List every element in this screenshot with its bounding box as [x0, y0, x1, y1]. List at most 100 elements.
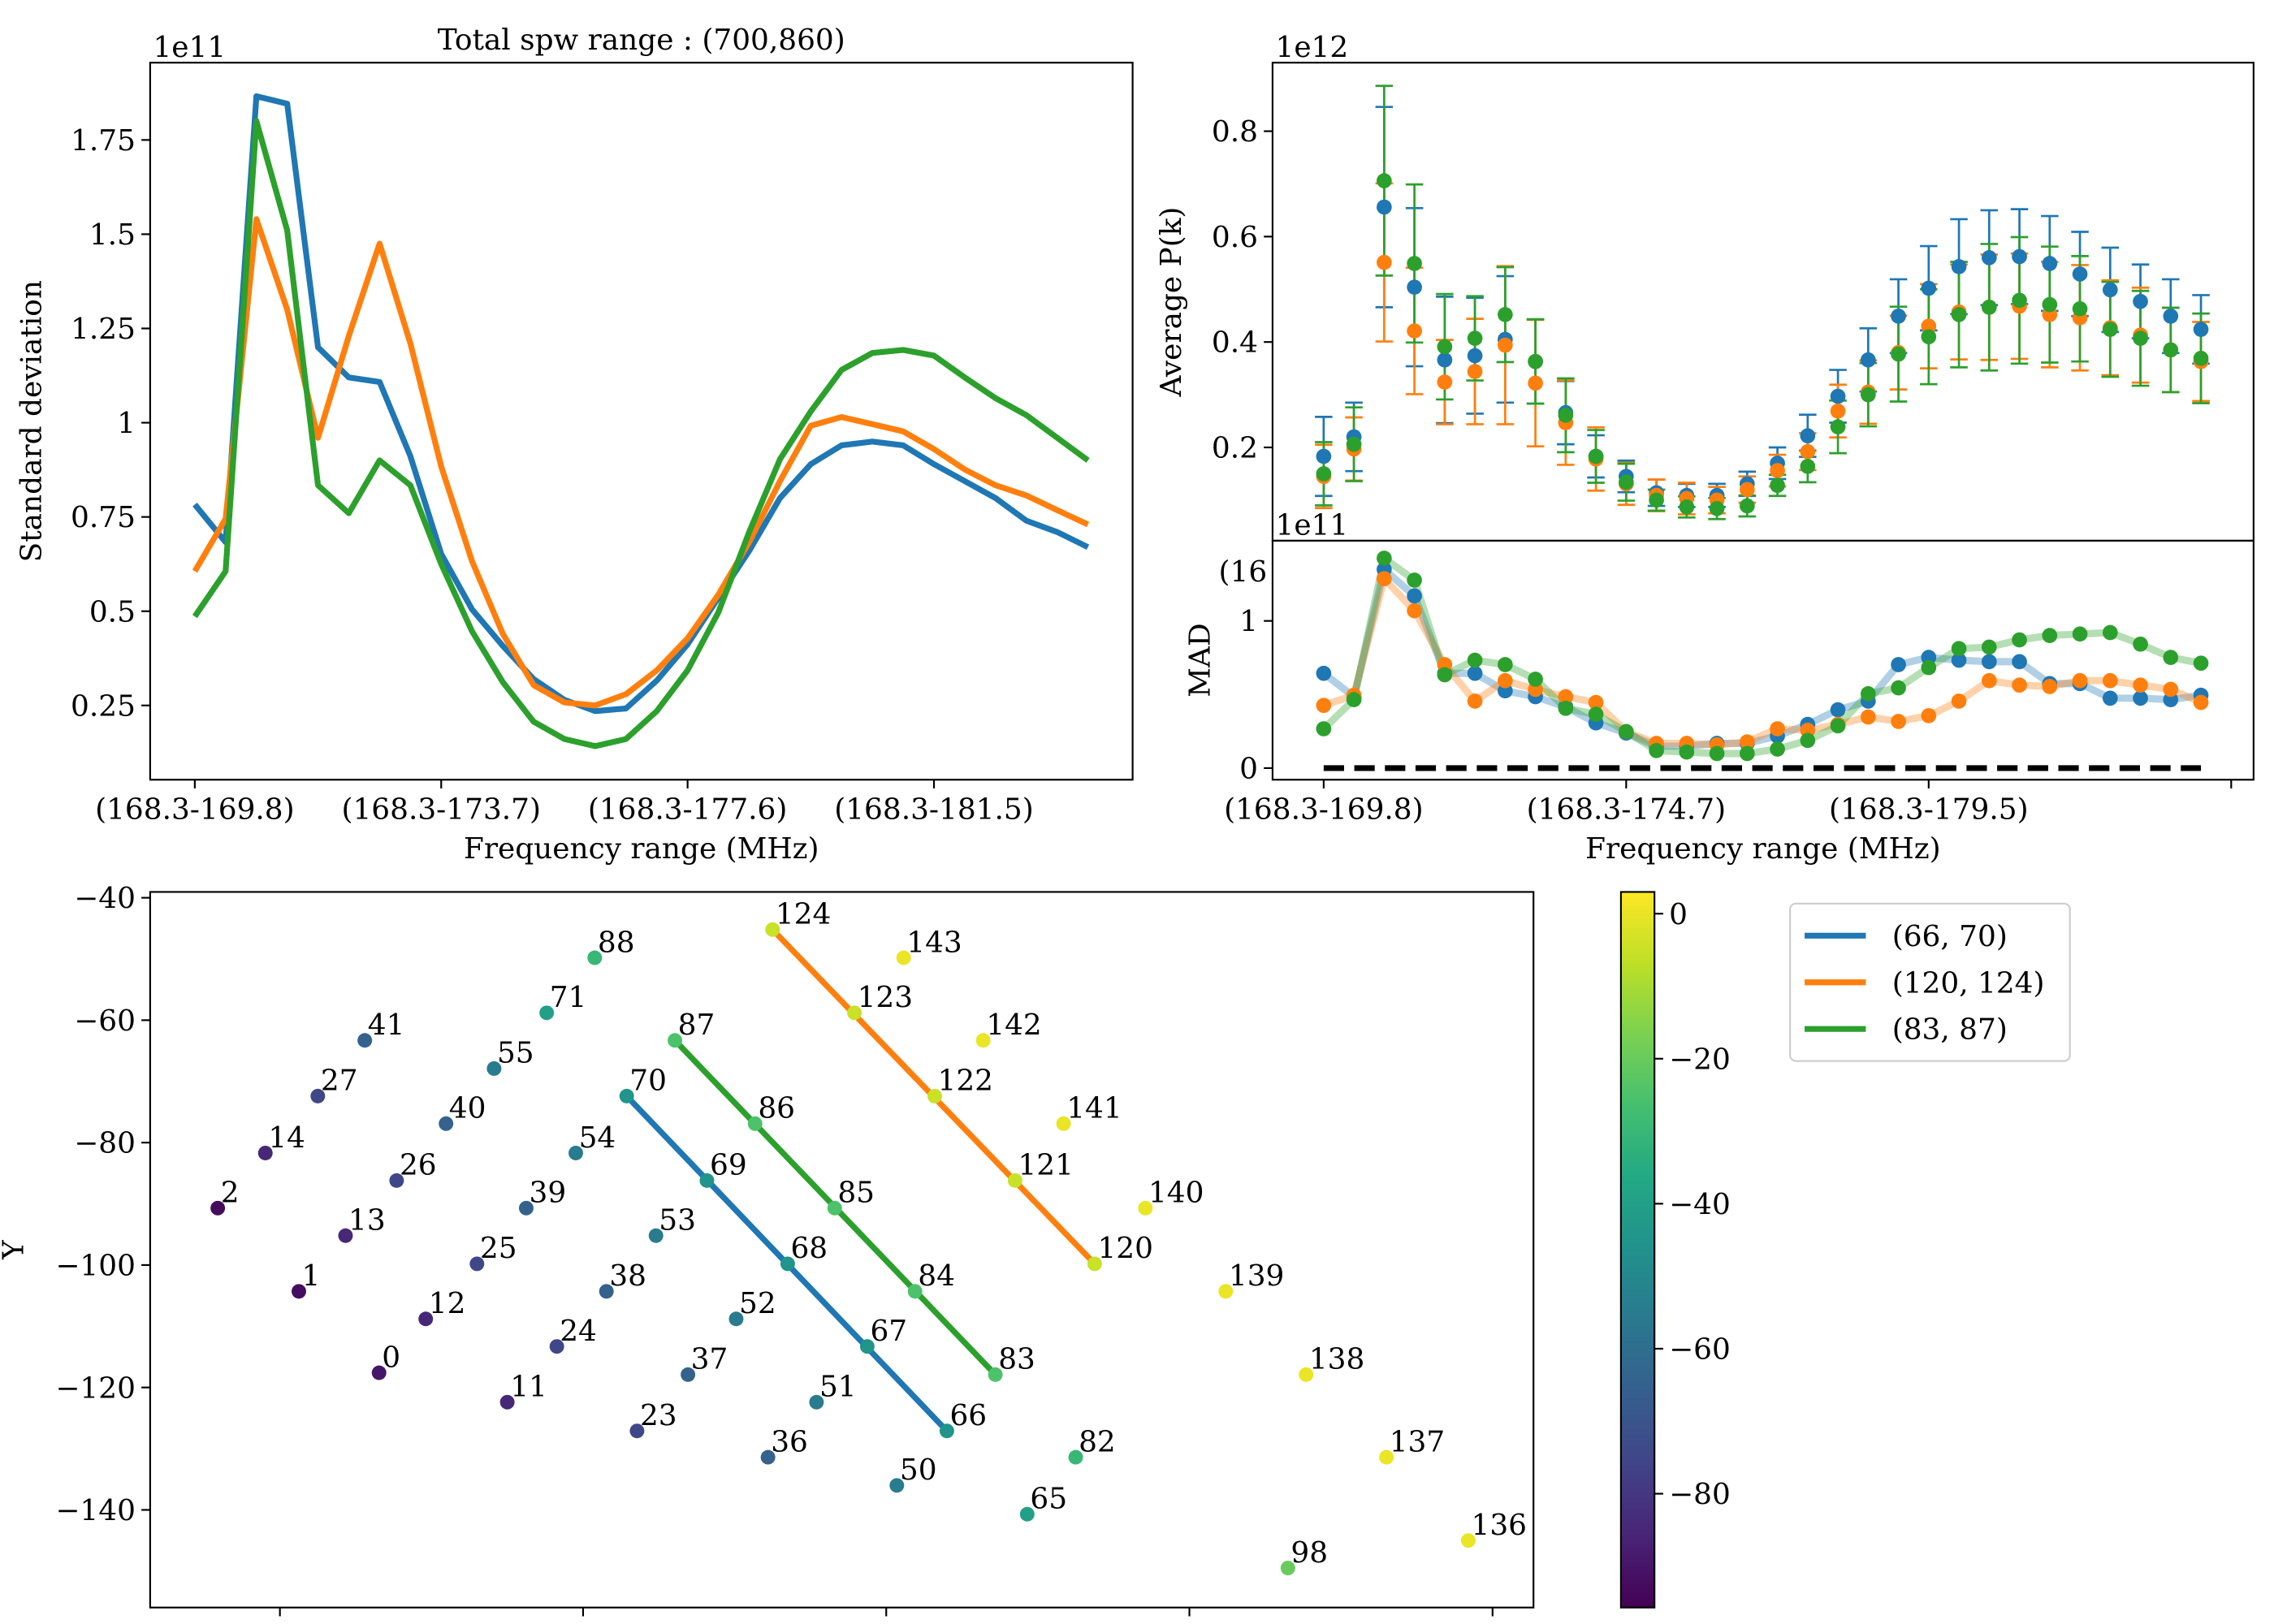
antenna-point — [257, 1145, 273, 1160]
x-tick-label: (168.3-173.7) — [341, 793, 541, 827]
y-tick-label: 0 — [1239, 752, 1258, 785]
panel: 0.2 0.4 0.6 0.8 1e12 Average P(k) — [1155, 31, 2255, 542]
colorbar-tick-label: −60 — [1669, 1333, 1731, 1367]
marker — [1467, 652, 1483, 668]
antenna-label: 83 — [998, 1343, 1035, 1376]
colorbar-tick-label: −80 — [1669, 1478, 1731, 1511]
antenna-label: 121 — [1018, 1149, 1073, 1182]
antenna-point — [765, 922, 780, 937]
antenna-label: 1 — [302, 1259, 321, 1293]
x-tick-label: 0 — [574, 1621, 593, 1624]
antenna-label: 71 — [550, 981, 587, 1014]
series-line — [1321, 554, 2202, 758]
marker — [1981, 654, 1997, 670]
marker — [1891, 346, 1906, 362]
antenna-point — [518, 1200, 534, 1216]
antenna-point — [338, 1228, 353, 1243]
marker — [2042, 628, 2058, 643]
antenna-label: 38 — [609, 1259, 646, 1293]
antenna-label: 52 — [739, 1287, 776, 1320]
marker — [1437, 339, 1453, 355]
antenna-label: 138 — [1309, 1343, 1364, 1376]
antenna-point — [599, 1284, 614, 1299]
antenna-point — [827, 1200, 842, 1216]
x-tick-label: (168.3-177.6) — [588, 793, 788, 827]
antenna-point — [681, 1367, 696, 1382]
marker — [2072, 672, 2088, 689]
axes-frame — [149, 891, 1535, 1609]
y-axis-label: Y — [0, 1240, 31, 1260]
antenna-point — [549, 1339, 564, 1354]
marker — [1467, 693, 1483, 709]
antenna-label: 41 — [368, 1009, 405, 1042]
x-tick-label: (168.3-181.5) — [834, 793, 1034, 827]
marker — [1921, 318, 1937, 335]
antenna-point — [389, 1173, 404, 1188]
x-tick-label: 20 — [867, 1621, 905, 1624]
y-tick-label: −100 — [55, 1249, 136, 1282]
antenna-label: 67 — [870, 1315, 907, 1348]
offset-text: 1e12 — [1276, 31, 1349, 64]
marker — [2042, 296, 2058, 313]
panel: −40 −60 −80 −100 −120 −140 −20 0 20 40 60 Y 2 1 0 14 13 1… — [0, 882, 2071, 1624]
antenna-label: 37 — [691, 1343, 728, 1376]
marker — [1860, 352, 1876, 368]
marker — [1407, 256, 1422, 271]
marker — [1558, 689, 1574, 705]
antenna-point — [1007, 1173, 1022, 1188]
antenna-point — [760, 1449, 776, 1465]
antenna-point — [1299, 1367, 1314, 1382]
marker — [1316, 448, 1332, 464]
marker — [2133, 293, 2148, 309]
marker — [1951, 652, 1967, 668]
marker — [1770, 463, 1785, 478]
marker — [2102, 322, 2118, 337]
marker — [1377, 254, 1392, 270]
legend-box — [1789, 902, 2071, 1062]
marker — [1467, 665, 1483, 681]
marker — [1891, 714, 1906, 729]
antenna-label: 11 — [510, 1371, 547, 1404]
marker — [1891, 680, 1906, 696]
marker — [1770, 741, 1785, 757]
marker — [1679, 744, 1695, 760]
antenna-point — [539, 1005, 555, 1021]
antenna-point — [1218, 1284, 1234, 1299]
antenna-point — [1280, 1561, 1295, 1576]
marker — [1860, 709, 1876, 725]
antenna-point — [1068, 1449, 1083, 1465]
offset-text: 1e11 — [153, 31, 226, 64]
antenna-label: 12 — [429, 1287, 466, 1320]
y-tick-label: 1.75 — [71, 124, 136, 158]
antenna-label: 87 — [678, 1009, 715, 1042]
x-tick-label: (168.3-169.8) — [1224, 793, 1424, 827]
marker — [1800, 428, 1816, 444]
x-tick-label: −20 — [249, 1621, 311, 1624]
marker — [1830, 388, 1846, 404]
marker — [1437, 667, 1453, 683]
marker — [1498, 672, 1513, 689]
marker — [2133, 690, 2148, 706]
marker — [2163, 309, 2179, 324]
antenna-point — [1019, 1506, 1035, 1522]
antenna-point — [292, 1284, 306, 1299]
antenna-point — [859, 1339, 875, 1354]
marker — [1588, 448, 1604, 464]
y-tick-label: 0.2 — [1212, 432, 1258, 465]
antenna-label: 13 — [348, 1204, 386, 1237]
marker — [2042, 256, 2058, 271]
antenna-label: 82 — [1079, 1425, 1116, 1458]
marker — [1649, 743, 1664, 758]
marker — [2133, 636, 2148, 652]
antenna-label: 0 — [382, 1341, 400, 1374]
marker — [1921, 280, 1937, 296]
series-line — [1321, 565, 2202, 750]
marker — [2163, 650, 2179, 665]
antenna-label: 69 — [710, 1149, 747, 1182]
antenna-point — [439, 1116, 454, 1131]
marker — [2163, 681, 2179, 698]
marker — [1891, 657, 1906, 672]
marker — [1498, 337, 1513, 353]
marker — [2012, 632, 2027, 648]
marker — [2102, 282, 2118, 298]
